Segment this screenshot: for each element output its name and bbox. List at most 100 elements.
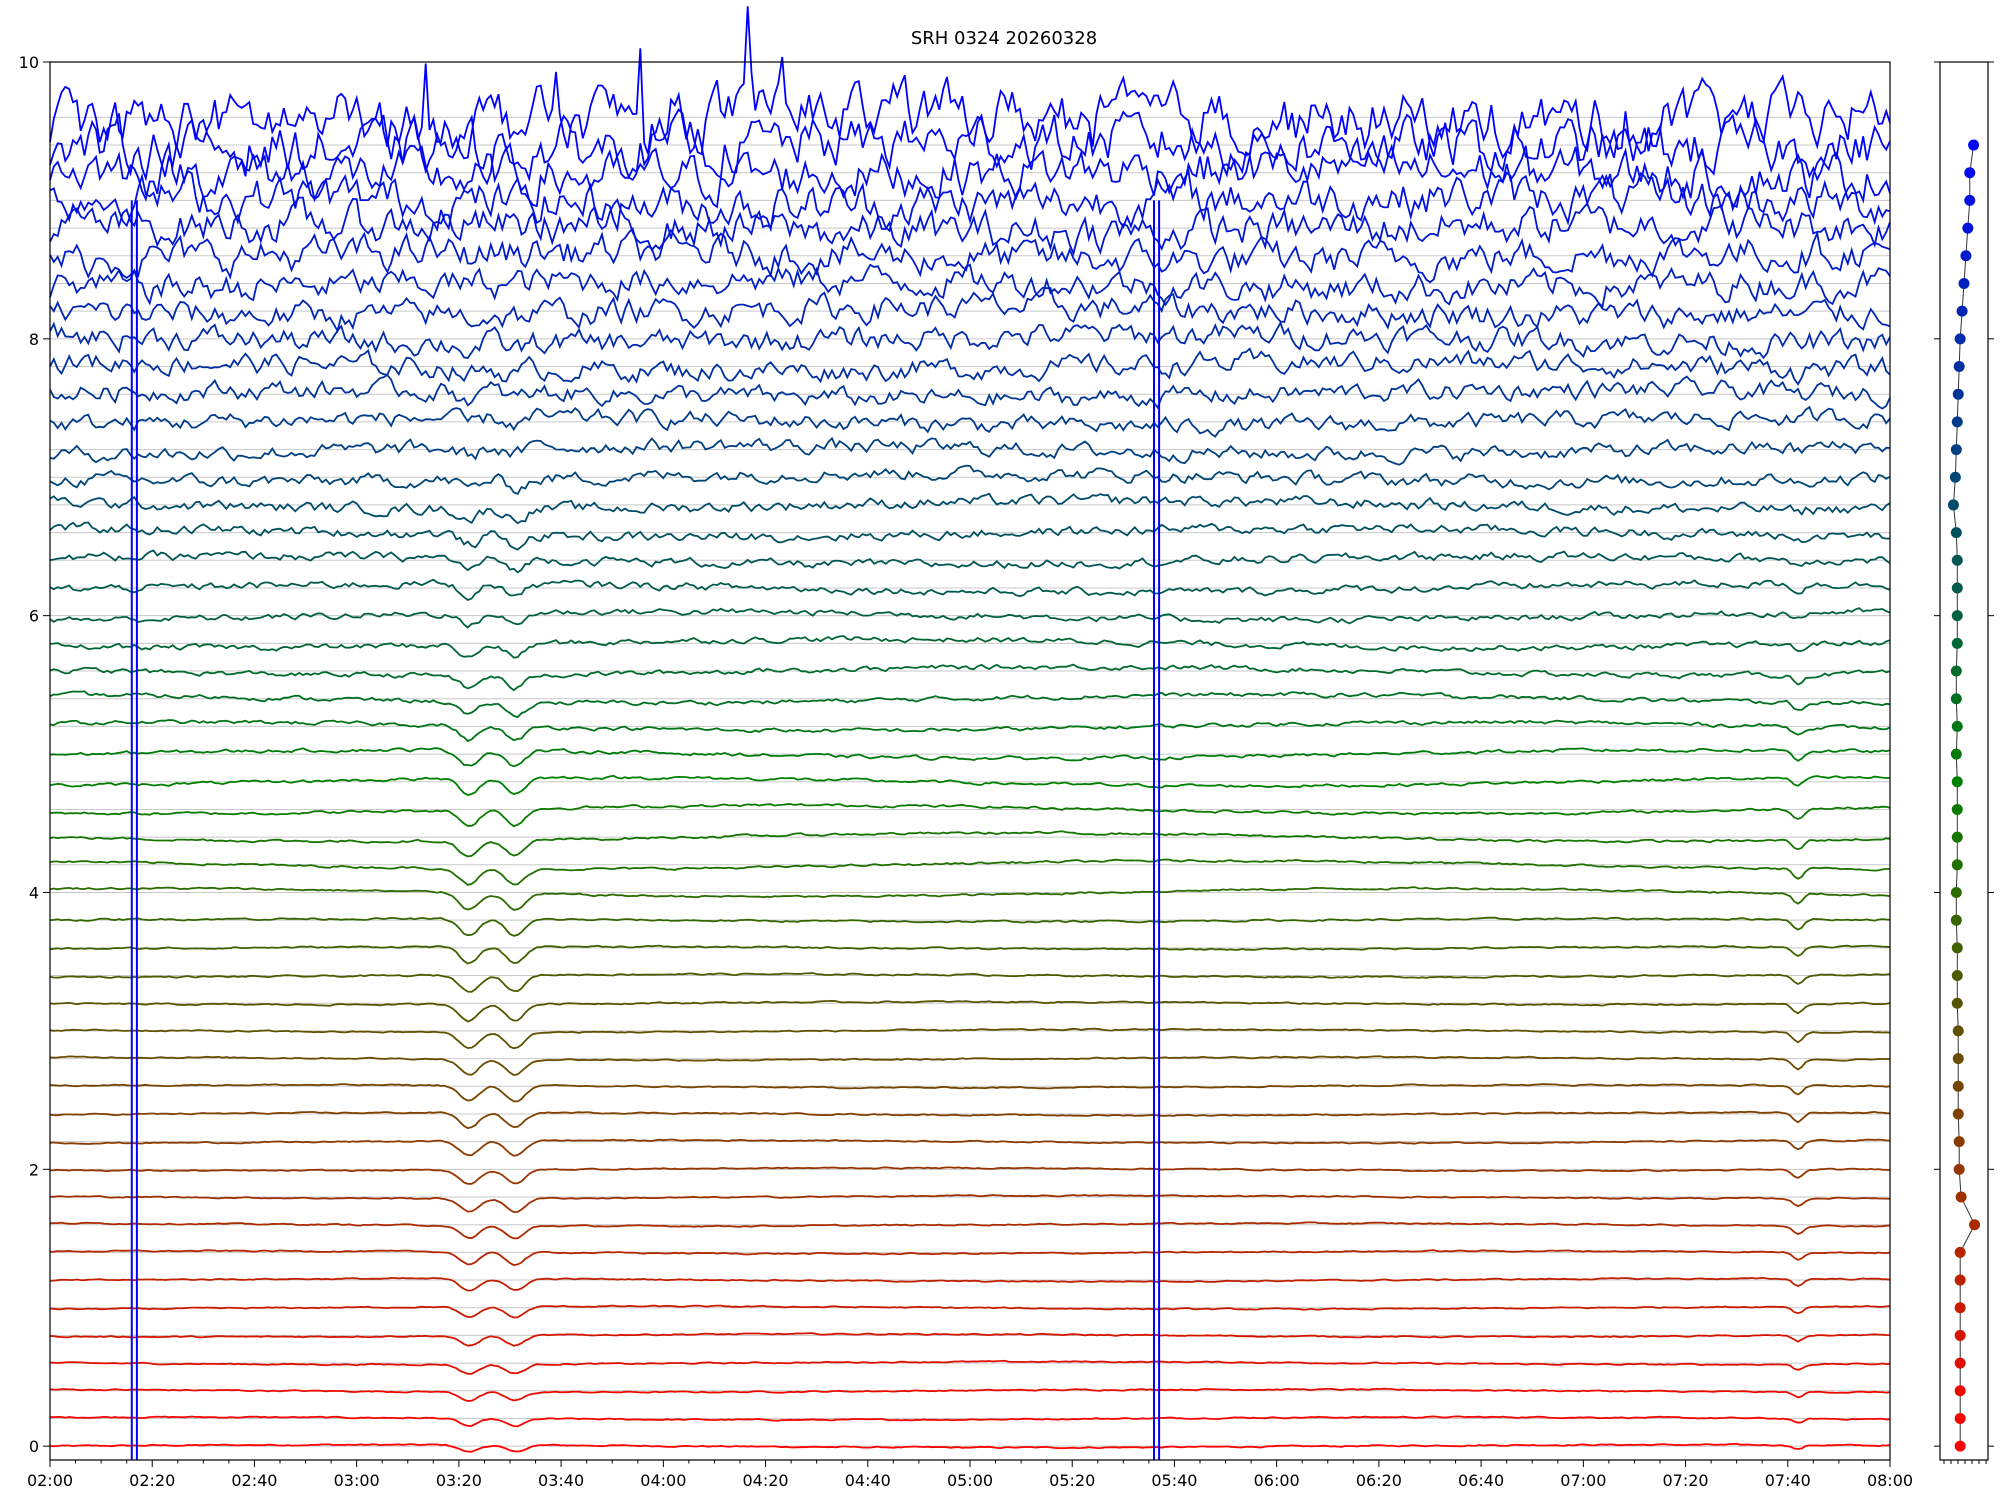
side-marker <box>1969 1219 1981 1231</box>
series-line <box>49 492 1891 525</box>
series-line <box>49 886 1891 911</box>
side-marker <box>1952 1025 1964 1037</box>
series-line <box>49 999 1891 1023</box>
side-marker <box>1951 859 1963 871</box>
y-tick-label: 6 <box>29 607 39 626</box>
side-marker <box>1954 1246 1966 1258</box>
series-line <box>49 774 1890 796</box>
x-tick-label: 05:20 <box>1049 1471 1095 1490</box>
series-line <box>49 436 1891 466</box>
side-marker <box>1951 720 1963 732</box>
series-line <box>49 1442 1891 1453</box>
series-line <box>49 1249 1891 1267</box>
series-line <box>49 1304 1891 1319</box>
side-marker <box>1964 194 1976 206</box>
x-tick-label: 05:40 <box>1151 1471 1197 1490</box>
series-line <box>50 1083 1891 1103</box>
series-line <box>49 607 1891 629</box>
series-line <box>49 405 1891 438</box>
x-tick-label: 02:40 <box>231 1471 277 1490</box>
series-line <box>49 972 1891 993</box>
side-marker <box>1952 1080 1964 1092</box>
side-marker <box>1950 665 1962 677</box>
side-marker <box>1951 416 1963 428</box>
series-line <box>49 1332 1891 1347</box>
side-marker <box>1954 1357 1966 1369</box>
series-group <box>49 6 1891 1453</box>
series-line <box>49 263 1891 309</box>
series-line <box>49 107 1891 186</box>
side-marker <box>1954 1385 1966 1397</box>
x-tick-label: 05:00 <box>947 1471 993 1490</box>
side-marker <box>1950 444 1962 456</box>
side-marker <box>1954 333 1966 345</box>
chart-title: SRH 0324 20260328 <box>911 28 1097 49</box>
x-tick-label: 07:40 <box>1765 1471 1811 1490</box>
x-tick-label: 06:00 <box>1254 1471 1300 1490</box>
side-marker <box>1954 1440 1966 1452</box>
side-marker <box>1954 1412 1966 1424</box>
side-marker <box>1951 942 1963 954</box>
x-tick-label: 02:00 <box>27 1471 73 1490</box>
x-tick-label: 06:40 <box>1458 1471 1504 1490</box>
side-marker <box>1954 1274 1966 1286</box>
side-marker <box>1954 1329 1966 1341</box>
side-panel-frame <box>1939 61 1989 1461</box>
series-line <box>49 747 1891 768</box>
series-line <box>49 6 1891 160</box>
series-line <box>49 719 1891 743</box>
side-marker <box>1952 1108 1964 1120</box>
series-line <box>49 168 1891 233</box>
series-line <box>49 858 1891 886</box>
x-tick-label: 03:40 <box>538 1471 584 1490</box>
side-marker <box>1951 776 1963 788</box>
series-line <box>49 916 1891 937</box>
side-marker <box>1956 305 1968 317</box>
x-tick-label: 02:20 <box>129 1471 175 1490</box>
x-tick-label: 04:00 <box>640 1471 686 1490</box>
series-line <box>50 1359 1891 1375</box>
series-line <box>49 635 1891 659</box>
y-tick-label: 8 <box>29 330 39 349</box>
series-line <box>49 1194 1891 1214</box>
series-line <box>49 136 1891 209</box>
series-line <box>49 1055 1891 1076</box>
side-marker <box>1950 886 1962 898</box>
side-marker <box>1951 970 1963 982</box>
side-marker <box>1951 610 1963 622</box>
x-tick-label: 03:20 <box>436 1471 482 1490</box>
side-marker <box>1964 167 1976 179</box>
side-marker <box>1951 831 1963 843</box>
side-marker <box>1952 388 1964 400</box>
series-line <box>49 1221 1891 1240</box>
series-line <box>49 690 1891 719</box>
side-marker <box>1968 139 1980 151</box>
series-line <box>49 578 1891 602</box>
y-tick-label: 0 <box>29 1437 39 1456</box>
side-marker <box>1951 803 1963 815</box>
series-line <box>49 196 1891 257</box>
y-tick-label: 10 <box>19 53 39 72</box>
y-axis: 0 2 4 6 8 10 <box>19 53 50 1456</box>
side-marker <box>1952 1053 1964 1065</box>
x-tick-label: 07:20 <box>1663 1471 1709 1490</box>
side-marker <box>1950 914 1962 926</box>
side-marker <box>1951 582 1963 594</box>
series-line <box>49 521 1891 551</box>
x-axis: 02:00 02:20 02:40 03:00 03:20 03:40 04:00 04:20… <box>27 1460 1913 1490</box>
side-marker <box>1953 1163 1965 1175</box>
series-line <box>49 1387 1891 1402</box>
series-line <box>49 1138 1891 1157</box>
series-line <box>49 830 1891 858</box>
side-marker <box>1951 637 1963 649</box>
series-line <box>49 464 1891 496</box>
x-tick-label: 04:20 <box>743 1471 789 1490</box>
x-tick-label: 03:00 <box>334 1471 380 1490</box>
x-tick-label: 08:00 <box>1867 1471 1913 1490</box>
series-line <box>49 1027 1891 1050</box>
series-line <box>49 1110 1891 1130</box>
series-line <box>49 802 1891 828</box>
side-marker <box>1951 554 1963 566</box>
side-marker <box>1951 997 1963 1009</box>
series-line <box>49 1415 1891 1428</box>
